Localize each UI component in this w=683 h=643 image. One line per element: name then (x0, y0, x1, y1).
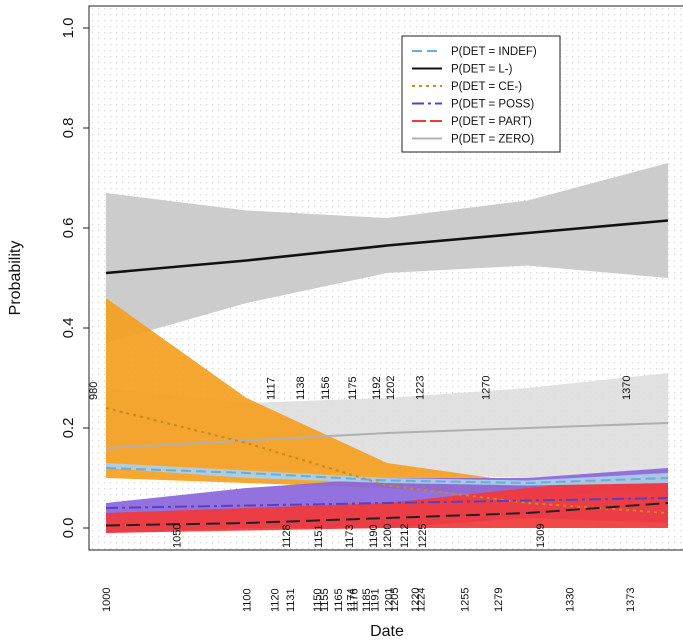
date-label: 1200 (382, 524, 394, 548)
date-label: 1151 (313, 524, 325, 548)
date-label: 1155 (319, 588, 331, 612)
legend-label: P(DET = PART) (451, 116, 532, 128)
date-label: 1220 (410, 588, 422, 612)
legend-label: P(DET = L-) (451, 64, 513, 76)
date-label: 1174 (345, 588, 357, 612)
line-p-det-part- (105, 502, 669, 527)
x-axis-title: Date (370, 623, 404, 640)
y-tick-label: 0.2 (60, 418, 77, 439)
legend-label: P(DET = POSS) (451, 99, 534, 111)
legend: P(DET = INDEF) P(DET = L-) P(DET = CE-) P(D… (401, 35, 561, 153)
date-label: 1176 (348, 588, 360, 612)
date-label: 1270 (480, 376, 492, 400)
band-p-det-ce- (106, 298, 668, 498)
plot-frame (88, 5, 683, 551)
line-p-det-poss- (105, 497, 669, 509)
date-label: 1370 (621, 376, 633, 400)
band-p-det-indef- (106, 463, 668, 486)
date-label: 1202 (385, 376, 397, 400)
date-label: 1192 (371, 376, 383, 400)
legend-label: P(DET = INDEF) (451, 46, 537, 58)
date-label: 1309 (535, 524, 547, 548)
date-label: 1223 (414, 376, 426, 400)
date-label: 1117 (265, 377, 277, 400)
date-label: 1175 (347, 376, 359, 400)
date-label: 1205 (389, 588, 401, 612)
date-label: 1150 (312, 588, 324, 612)
date-label: 1131 (285, 588, 297, 612)
y-axis-title: Probability (7, 241, 24, 316)
line-p-det-zero- (105, 422, 669, 449)
date-label: 1225 (417, 524, 429, 548)
date-label: 1255 (459, 588, 471, 612)
y-tick-label: 0.6 (60, 218, 77, 239)
date-label: 1128 (281, 524, 293, 548)
date-label: 1185 (361, 588, 373, 612)
date-labels: 1000 1050 1100 1117 1120 1128 1131 1138 1150 1151… (88, 376, 637, 612)
band-p-det-l- (106, 163, 668, 343)
date-label: 1330 (565, 588, 577, 612)
date-label: 1050 (171, 524, 183, 548)
date-label: 1156 (320, 376, 332, 400)
date-label: 980 (88, 382, 100, 400)
legend-label: P(DET = ZERO) (451, 134, 534, 146)
legend-box (401, 35, 561, 153)
y-tick-label: 1.0 (60, 18, 77, 39)
y-axis: 0.0 0.2 0.4 0.6 0.8 1.0 (60, 18, 89, 539)
date-label: 1190 (368, 524, 380, 548)
date-label: 1279 (493, 588, 505, 612)
series-lines (105, 219, 669, 527)
date-label: 1000 (101, 588, 113, 612)
date-label: 1201 (383, 588, 395, 612)
date-label: 1212 (399, 524, 411, 548)
y-tick-label: 0.8 (60, 118, 77, 139)
date-label: 1165 (333, 588, 345, 612)
legend-label: P(DET = CE-) (451, 81, 522, 93)
date-label: 1191 (369, 588, 381, 612)
line-p-det-l- (105, 219, 669, 275)
y-tick-label: 0.0 (60, 518, 77, 539)
date-label: 1138 (295, 376, 307, 400)
date-label: 1120 (270, 588, 282, 612)
date-label: 1224 (416, 588, 428, 612)
date-label: 1100 (242, 588, 254, 612)
date-label: 1173 (344, 524, 356, 548)
y-tick-label: 0.4 (60, 318, 77, 339)
date-label: 1373 (625, 588, 637, 612)
line-p-det-indef- (105, 467, 669, 485)
